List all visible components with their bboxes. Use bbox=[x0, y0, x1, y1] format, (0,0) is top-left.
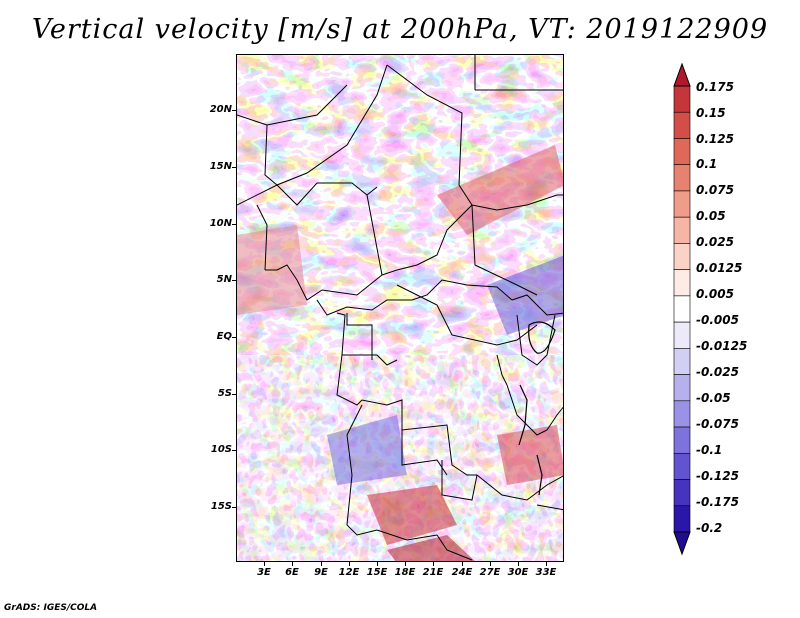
colorbar-label: 0.025 bbox=[696, 235, 734, 249]
colorbar-label: -0.0125 bbox=[696, 339, 748, 353]
lat-tick bbox=[232, 224, 236, 225]
lat-tick bbox=[232, 280, 236, 281]
colorbar-label: 0.175 bbox=[696, 80, 734, 94]
colorbar-segment bbox=[673, 138, 691, 166]
colorbar-label: 0.005 bbox=[696, 287, 734, 301]
map-plot-area bbox=[236, 54, 564, 562]
lat-label-10n: 10N bbox=[209, 218, 232, 229]
lat-label-15s: 15S bbox=[210, 501, 232, 512]
lat-label-15n: 15N bbox=[209, 161, 232, 172]
colorbar-label: 0.05 bbox=[696, 209, 726, 223]
colorbar-min-arrow bbox=[673, 531, 691, 556]
colorbar-label: -0.05 bbox=[696, 391, 731, 405]
colorbar-segment bbox=[673, 216, 691, 244]
colorbar-segment bbox=[673, 348, 691, 375]
colorbar-max-arrow bbox=[673, 62, 691, 87]
colorbar-label: -0.175 bbox=[696, 495, 739, 509]
lon-label-9e: 9E bbox=[314, 567, 328, 578]
colorbar-segment bbox=[673, 452, 691, 480]
colorbar-segment bbox=[673, 479, 691, 507]
lon-label-27e: 27E bbox=[479, 567, 501, 578]
colorbar-segment bbox=[673, 400, 691, 428]
country-borders bbox=[237, 55, 563, 561]
colorbar-label: -0.1 bbox=[696, 443, 723, 457]
lon-tick bbox=[349, 562, 350, 566]
lake-outlines bbox=[518, 321, 556, 496]
lat-label-eq: EQ bbox=[216, 331, 232, 342]
colorbar-segment bbox=[673, 164, 691, 192]
lon-tick bbox=[433, 562, 434, 566]
chart-title: Vertical velocity [m/s] at 200hPa, VT: 2… bbox=[31, 14, 769, 45]
lat-label-20n: 20N bbox=[209, 104, 232, 115]
lat-tick bbox=[232, 450, 236, 451]
lon-tick bbox=[462, 562, 463, 566]
lon-tick bbox=[546, 562, 547, 566]
colorbar-label: -0.075 bbox=[696, 417, 739, 431]
colorbar-segment bbox=[673, 111, 691, 139]
lon-tick bbox=[292, 562, 293, 566]
lon-tick bbox=[405, 562, 406, 566]
colorbar-segment bbox=[673, 269, 691, 297]
colorbar-label: 0.0125 bbox=[696, 261, 743, 275]
lon-tick bbox=[377, 562, 378, 566]
colorbar-segment bbox=[673, 374, 691, 402]
colorbar bbox=[673, 62, 691, 556]
lat-label-5s: 5S bbox=[217, 388, 232, 399]
colorbar-label: 0.125 bbox=[696, 132, 734, 146]
lon-label-15e: 15E bbox=[366, 567, 388, 578]
colorbar-label: 0.075 bbox=[696, 183, 734, 197]
lon-tick bbox=[518, 562, 519, 566]
colorbar-segment bbox=[673, 85, 691, 113]
colorbar-label: 0.1 bbox=[696, 157, 718, 171]
colorbar-segment bbox=[673, 505, 691, 533]
colorbar-segment bbox=[673, 295, 691, 323]
grads-credit: GrADS: IGES/COLA bbox=[4, 603, 98, 613]
lon-tick bbox=[321, 562, 322, 566]
lon-label-33e: 33E bbox=[535, 567, 557, 578]
colorbar-label: -0.005 bbox=[696, 313, 739, 327]
lon-label-30e: 30E bbox=[507, 567, 529, 578]
lat-label-10s: 10S bbox=[210, 444, 232, 455]
lat-tick bbox=[232, 167, 236, 168]
lon-label-24e: 24E bbox=[451, 567, 473, 578]
lon-label-3e: 3E bbox=[257, 567, 271, 578]
lon-tick bbox=[490, 562, 491, 566]
colorbar-label: 0.15 bbox=[696, 106, 726, 120]
colorbar-segment bbox=[673, 321, 691, 349]
colorbar-label: -0.125 bbox=[696, 469, 739, 483]
colorbar-label: -0.2 bbox=[696, 521, 723, 535]
lat-tick bbox=[232, 337, 236, 338]
colorbar-segment bbox=[673, 426, 691, 454]
colorbar-label: -0.025 bbox=[696, 365, 739, 379]
lon-label-18e: 18E bbox=[394, 567, 416, 578]
lon-label-21e: 21E bbox=[422, 567, 444, 578]
colorbar-segment bbox=[673, 190, 691, 218]
colorbar-segment bbox=[673, 243, 691, 270]
lat-label-5n: 5N bbox=[216, 274, 232, 285]
lat-tick bbox=[232, 507, 236, 508]
lat-tick bbox=[232, 110, 236, 111]
lon-label-12e: 12E bbox=[338, 567, 360, 578]
lat-tick bbox=[232, 394, 236, 395]
vertical-velocity-field bbox=[237, 55, 563, 561]
lon-tick bbox=[264, 562, 265, 566]
lon-label-6e: 6E bbox=[285, 567, 299, 578]
